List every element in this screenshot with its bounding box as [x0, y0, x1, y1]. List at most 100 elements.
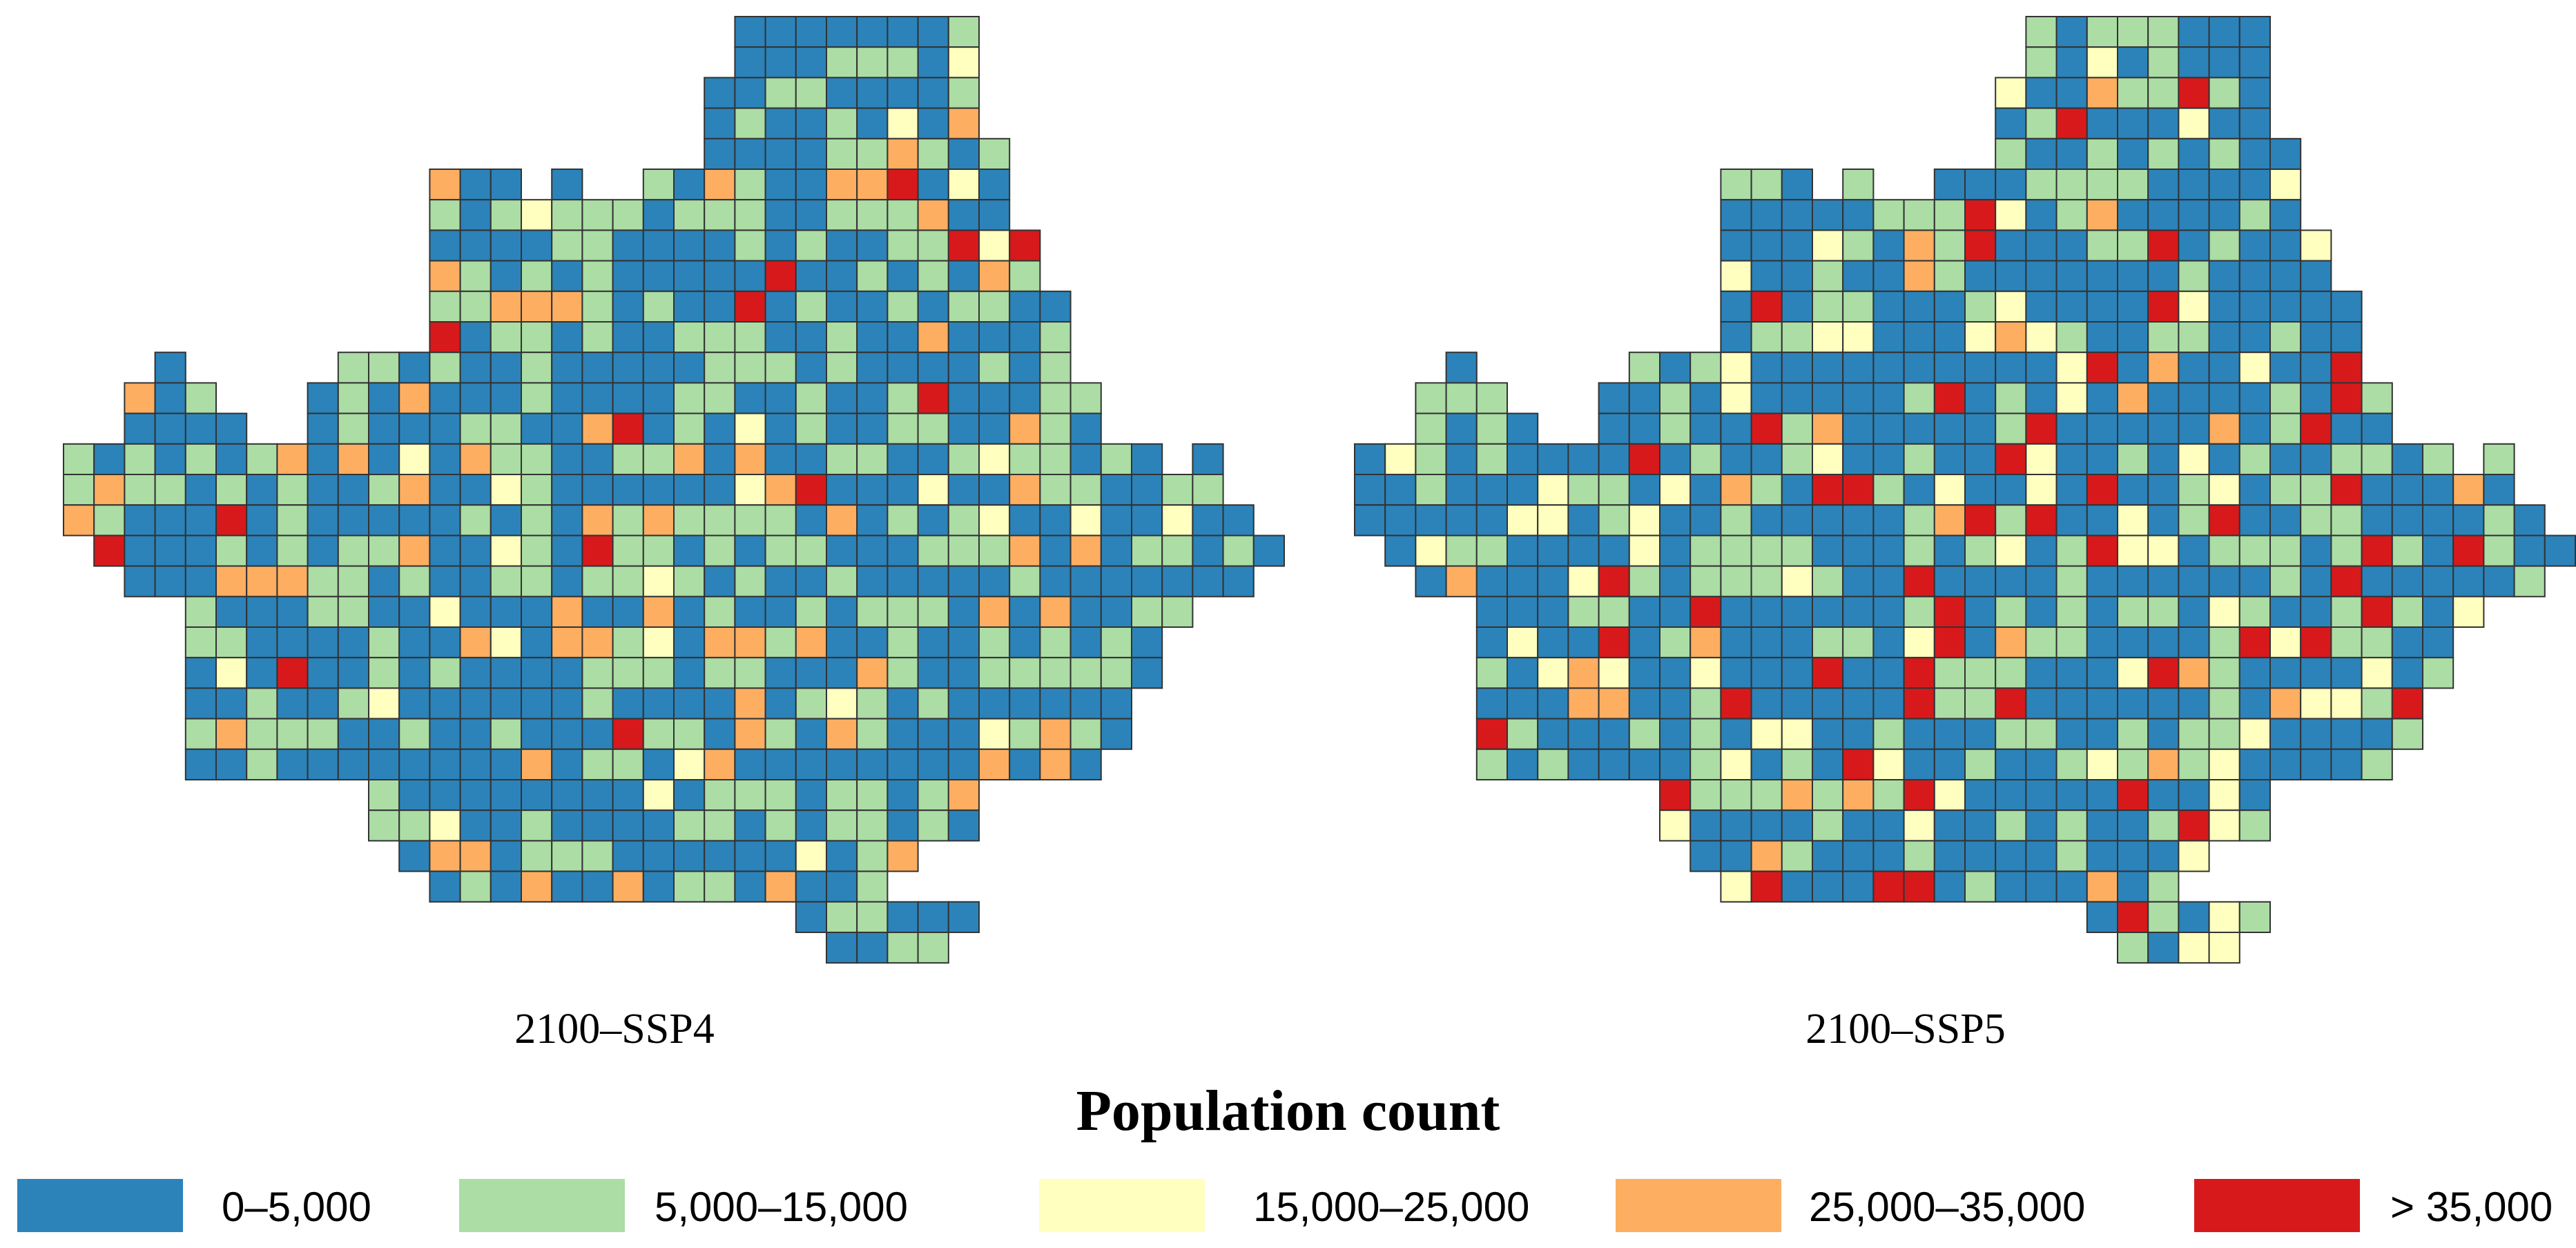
grid-cell — [2269, 290, 2302, 323]
grid-cell — [887, 657, 919, 689]
grid-cell — [1750, 779, 1783, 812]
grid-cell — [521, 535, 553, 567]
grid-cell — [1720, 535, 1752, 567]
grid-cell — [704, 260, 736, 292]
grid-cell — [1964, 809, 1997, 842]
grid-cell — [337, 443, 369, 475]
grid-cell — [2178, 77, 2210, 109]
grid-cell — [2086, 290, 2119, 323]
grid-cell — [2178, 352, 2210, 384]
grid-cell — [2300, 657, 2332, 689]
grid-cell — [2208, 932, 2240, 964]
grid-cell — [124, 412, 156, 445]
grid-cell — [1781, 321, 1814, 354]
grid-cell — [581, 718, 614, 750]
grid-cell — [2361, 595, 2393, 628]
grid-cell — [2117, 352, 2149, 384]
grid-cell — [2300, 229, 2332, 262]
grid-cell — [764, 199, 797, 231]
grid-cell — [2361, 565, 2393, 597]
grid-cell — [581, 474, 614, 506]
grid-cell — [459, 626, 492, 659]
grid-cell — [1750, 718, 1783, 750]
grid-cell — [917, 199, 949, 231]
grid-cell — [734, 412, 766, 445]
grid-cell — [1995, 718, 2027, 750]
grid-cell — [856, 382, 889, 414]
grid-cell — [1069, 412, 1102, 445]
legend-label-25000-35000: 25,000–35,000 — [1809, 1184, 2086, 1230]
grid-cell — [1995, 107, 2027, 140]
grid-cell — [2055, 107, 2088, 140]
grid-cell — [1475, 565, 1509, 597]
grid-cell — [2086, 77, 2119, 109]
grid-cell — [2238, 535, 2272, 567]
grid-cell — [1039, 626, 1072, 659]
grid-cell — [795, 565, 828, 597]
grid-cell — [2117, 169, 2149, 201]
grid-cell — [1933, 657, 1966, 689]
grid-cell — [1567, 535, 1600, 567]
grid-cell — [917, 687, 949, 720]
grid-cell — [1222, 565, 1255, 597]
grid-cell — [734, 260, 766, 292]
grid-cell — [521, 687, 553, 720]
grid-cell — [1720, 412, 1752, 445]
grid-cell — [521, 626, 553, 659]
grid-cell — [795, 626, 828, 659]
grid-cell — [1842, 626, 1875, 659]
grid-cell — [1964, 718, 1997, 750]
grid-cell — [887, 809, 919, 842]
grid-cell — [2269, 748, 2302, 781]
grid-cell — [978, 382, 1011, 414]
grid-cell — [826, 657, 858, 689]
grid-cell — [215, 443, 248, 475]
grid-cell — [1567, 443, 1600, 475]
grid-cell — [521, 352, 553, 384]
grid-cell — [826, 748, 858, 781]
grid-cell — [246, 718, 278, 750]
grid-cell — [459, 779, 492, 812]
grid-cell — [1415, 504, 1447, 537]
grid-cell — [337, 748, 369, 781]
grid-cell — [1689, 840, 1722, 872]
grid-cell — [734, 687, 766, 720]
grid-cell — [1781, 657, 1814, 689]
grid-cell — [612, 870, 644, 903]
grid-cell — [337, 657, 369, 689]
grid-cell — [673, 412, 706, 445]
grid-cell — [734, 169, 766, 201]
grid-cell — [2147, 595, 2180, 628]
grid-cell — [1069, 504, 1102, 537]
grid-cell — [2208, 229, 2240, 262]
grid-cell — [2178, 229, 2210, 262]
grid-cell — [1872, 443, 1905, 475]
grid-cell — [1812, 657, 1844, 689]
grid-cell — [2452, 474, 2485, 506]
grid-cell — [2238, 382, 2272, 414]
grid-cell — [947, 382, 980, 414]
grid-cell — [581, 443, 614, 475]
grid-cell — [673, 504, 706, 537]
grid-cell — [2086, 137, 2119, 171]
grid-cell — [917, 169, 949, 201]
grid-cell — [764, 260, 797, 292]
grid-cell — [704, 687, 736, 720]
grid-cell — [1659, 718, 1692, 750]
grid-cell — [1842, 718, 1875, 750]
grid-cell — [1100, 565, 1133, 597]
grid-cell — [307, 748, 339, 781]
grid-cell — [2208, 474, 2240, 506]
grid-cell — [1689, 443, 1722, 475]
grid-cell — [459, 199, 492, 231]
grid-cell — [2117, 535, 2149, 567]
grid-cell — [398, 595, 431, 628]
grid-cell — [2147, 657, 2180, 689]
grid-cell — [1903, 199, 1935, 231]
grid-cell — [2422, 626, 2454, 659]
grid-cell — [2086, 169, 2119, 201]
grid-cell — [1842, 595, 1875, 628]
grid-cell — [2055, 535, 2088, 567]
grid-cell — [1750, 626, 1783, 659]
grid-cell — [1689, 474, 1722, 506]
